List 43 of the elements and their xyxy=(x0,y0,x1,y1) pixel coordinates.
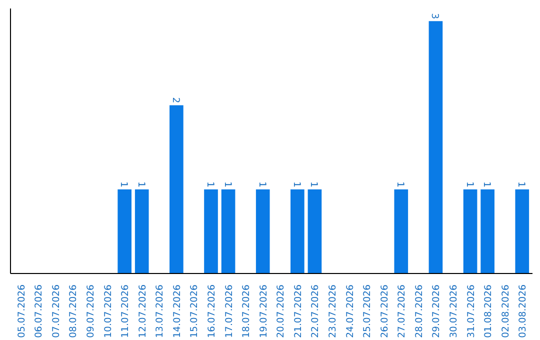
data-label: 1 xyxy=(135,181,146,188)
x-tick-label: 16.07.2026 xyxy=(206,284,218,338)
data-label: 2 xyxy=(170,97,181,104)
x-tick-label: 05.07.2026 xyxy=(16,284,28,338)
data-label: 1 xyxy=(308,181,320,188)
x-tick-label: 18.07.2026 xyxy=(241,284,252,338)
data-label: 1 xyxy=(464,181,475,188)
x-tick-label: 15.07.2026 xyxy=(189,284,200,338)
x-tick-label: 27.07.2026 xyxy=(396,284,408,338)
x-tick-label: 01.08.2026 xyxy=(483,284,494,338)
x-tick-label: 08.07.2026 xyxy=(68,284,80,338)
x-tick-label: 21.07.2026 xyxy=(292,284,304,338)
x-tick-label: 24.07.2026 xyxy=(344,284,356,338)
data-label: 1 xyxy=(256,181,268,188)
x-tick-label: 26.07.2026 xyxy=(379,284,390,338)
data-label: 1 xyxy=(204,181,216,188)
x-tick-label: 23.07.2026 xyxy=(327,284,338,338)
x-tick-label: 29.07.2026 xyxy=(431,284,442,338)
x-tick-label: 12.07.2026 xyxy=(137,284,148,338)
x-tick-label: 03.08.2026 xyxy=(518,284,529,338)
data-label: 3 xyxy=(429,13,440,20)
data-label: 1 xyxy=(222,181,233,188)
x-tick-label: 20.07.2026 xyxy=(276,284,287,338)
x-tick-label: 14.07.2026 xyxy=(172,284,183,338)
data-label: 1 xyxy=(118,181,130,188)
data-label: 1 xyxy=(394,181,406,188)
x-tick-label: 31.07.2026 xyxy=(466,284,477,338)
data-label: 1 xyxy=(290,181,302,188)
x-tick-label: 07.07.2026 xyxy=(50,284,62,338)
x-tick-label: 25.07.2026 xyxy=(362,284,374,338)
x-tick-label: 19.07.2026 xyxy=(258,284,270,338)
x-tick-label: 17.07.2026 xyxy=(224,284,235,338)
x-tick-label: 28.07.2026 xyxy=(414,284,425,338)
data-label: 1 xyxy=(481,181,492,188)
x-tick-label: 09.07.2026 xyxy=(86,284,97,338)
data-label: 1 xyxy=(516,181,527,188)
x-tick-label: 11.07.2026 xyxy=(120,284,132,338)
x-tick-label: 30.07.2026 xyxy=(448,284,460,338)
x-tick-label: 02.08.2026 xyxy=(500,284,512,338)
x-tick-label: 13.07.2026 xyxy=(154,284,166,338)
x-tick-label: 22.07.2026 xyxy=(310,284,322,338)
x-tick-label: 10.07.2026 xyxy=(102,284,114,338)
x-tick-label: 06.07.2026 xyxy=(34,284,45,338)
